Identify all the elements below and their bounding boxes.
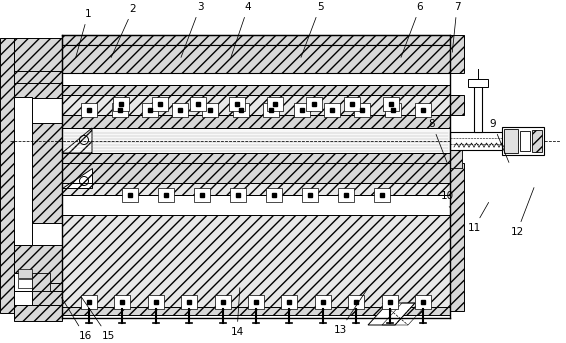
- Bar: [32, 291, 62, 305]
- Bar: [384, 103, 401, 117]
- Bar: [62, 183, 450, 195]
- Bar: [450, 36, 464, 58]
- Text: 5: 5: [301, 2, 323, 57]
- Text: 7: 7: [452, 2, 460, 52]
- Text: 14: 14: [230, 288, 243, 337]
- Bar: [266, 188, 282, 202]
- Bar: [14, 245, 62, 305]
- Bar: [32, 123, 62, 223]
- Polygon shape: [368, 303, 415, 325]
- Bar: [172, 103, 188, 117]
- Bar: [14, 273, 32, 291]
- Bar: [450, 35, 464, 73]
- Text: 8: 8: [428, 119, 447, 162]
- Bar: [338, 188, 354, 202]
- Bar: [62, 128, 450, 153]
- Bar: [474, 84, 482, 132]
- Bar: [112, 103, 127, 117]
- Bar: [354, 103, 370, 117]
- Polygon shape: [62, 128, 92, 153]
- Bar: [62, 95, 450, 115]
- Bar: [113, 97, 129, 111]
- Text: 10: 10: [440, 191, 453, 207]
- Bar: [62, 307, 450, 315]
- Bar: [181, 295, 197, 309]
- Bar: [374, 188, 390, 202]
- Bar: [229, 97, 245, 111]
- Bar: [248, 295, 264, 309]
- Text: 12: 12: [511, 188, 534, 237]
- Bar: [504, 129, 518, 153]
- Bar: [203, 103, 218, 117]
- Bar: [81, 103, 97, 117]
- Text: 4: 4: [231, 2, 251, 57]
- Bar: [450, 163, 464, 311]
- Bar: [315, 295, 331, 309]
- Bar: [18, 279, 32, 288]
- Bar: [233, 103, 249, 117]
- Bar: [14, 291, 44, 305]
- Bar: [230, 188, 246, 202]
- Bar: [114, 295, 130, 309]
- Bar: [14, 38, 62, 98]
- Bar: [158, 188, 174, 202]
- Text: 16: 16: [62, 297, 92, 341]
- Polygon shape: [62, 168, 92, 188]
- Text: 9: 9: [490, 119, 509, 163]
- Bar: [142, 103, 158, 117]
- Bar: [152, 97, 168, 111]
- Bar: [344, 97, 360, 111]
- Text: 13: 13: [333, 287, 368, 335]
- Bar: [0, 38, 14, 313]
- Bar: [532, 130, 542, 152]
- Bar: [306, 97, 321, 111]
- Bar: [520, 131, 530, 151]
- Bar: [502, 127, 544, 155]
- Bar: [14, 283, 62, 295]
- Bar: [194, 188, 210, 202]
- Bar: [215, 295, 230, 309]
- Bar: [122, 188, 138, 202]
- Bar: [415, 103, 431, 117]
- Text: 1: 1: [76, 9, 91, 57]
- Bar: [62, 153, 450, 163]
- Bar: [450, 142, 462, 168]
- Bar: [14, 305, 62, 321]
- Bar: [81, 295, 97, 309]
- Bar: [62, 115, 450, 128]
- Bar: [281, 295, 298, 309]
- Text: 2: 2: [111, 4, 136, 58]
- Bar: [62, 215, 450, 311]
- Bar: [450, 142, 462, 168]
- Text: 6: 6: [401, 2, 423, 57]
- Bar: [62, 163, 450, 183]
- Text: 15: 15: [82, 297, 115, 341]
- Bar: [348, 295, 365, 309]
- Bar: [383, 97, 399, 111]
- Bar: [18, 269, 32, 278]
- Bar: [263, 103, 279, 117]
- Bar: [294, 103, 310, 117]
- Bar: [62, 45, 450, 73]
- Bar: [267, 97, 283, 111]
- Bar: [14, 71, 62, 83]
- Bar: [148, 295, 164, 309]
- Bar: [468, 79, 488, 87]
- Bar: [450, 95, 464, 115]
- Bar: [190, 97, 206, 111]
- Bar: [14, 97, 32, 245]
- Bar: [450, 132, 518, 150]
- Bar: [302, 188, 318, 202]
- Bar: [415, 295, 431, 309]
- Text: 3: 3: [181, 2, 203, 57]
- Bar: [62, 35, 450, 45]
- Bar: [382, 295, 398, 309]
- Bar: [32, 273, 50, 291]
- Bar: [62, 85, 450, 95]
- Bar: [324, 103, 340, 117]
- Text: 11: 11: [468, 202, 488, 233]
